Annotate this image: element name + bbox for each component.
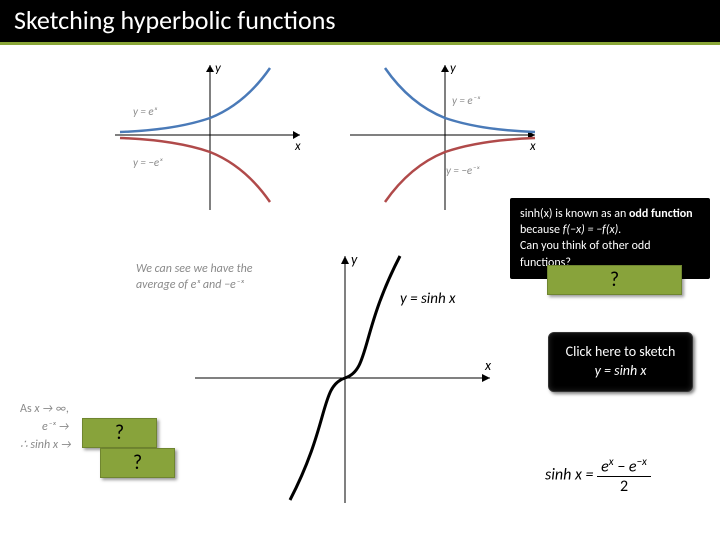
sinh-equation-label: y = sinh x <box>400 290 456 308</box>
svg-text:y = eˣ: y = eˣ <box>133 105 158 118</box>
plot-sinh: y x <box>190 248 500 508</box>
reveal-chip-limit-2[interactable]: ? <box>100 448 175 478</box>
reveal-chip-odd-functions[interactable]: ? <box>547 265 682 295</box>
svg-text:y = e⁻ˣ: y = e⁻ˣ <box>452 94 481 107</box>
sinh-definition: sinh x = ex − e−x2 <box>545 455 651 496</box>
limit-xinf: x → ∞, <box>34 402 69 416</box>
svg-text:x: x <box>294 139 301 154</box>
info-odd: odd function <box>629 207 693 221</box>
svg-text:x: x <box>529 139 536 154</box>
info-text2: because <box>520 223 563 237</box>
plot-exp-negative: y x y = e⁻ˣ y = −e⁻ˣ <box>350 60 540 210</box>
limit-line3: ∴ sinh x → <box>20 436 72 454</box>
slide-title: Sketching hyperbolic functions <box>0 0 720 45</box>
limit-as: As <box>20 402 34 416</box>
svg-text:y = −e⁻ˣ: y = −e⁻ˣ <box>446 164 480 177</box>
limit-line2: e⁻ˣ → <box>42 418 72 436</box>
svg-text:y: y <box>450 61 457 76</box>
info-eq: f(−x) = −f(x). <box>563 223 622 237</box>
info-sinh: sinh(x) <box>520 207 553 221</box>
click-line1: Click here to sketch <box>563 343 678 362</box>
svg-text:x: x <box>484 357 492 374</box>
plot-exp-positive: y x y = eˣ y = −eˣ <box>115 60 305 210</box>
info-text1: is known as an <box>553 207 629 221</box>
svg-text:y = −eˣ: y = −eˣ <box>133 156 163 169</box>
reveal-chip-limit-1[interactable]: ? <box>82 418 157 448</box>
sketch-sinh-button[interactable]: Click here to sketch y = sinh x <box>548 332 693 392</box>
click-line2: y = sinh x <box>563 362 678 381</box>
svg-text:y: y <box>215 61 222 76</box>
limit-text: As x → ∞, e⁻ˣ → ∴ sinh x → <box>20 400 72 454</box>
svg-text:y: y <box>351 251 358 268</box>
